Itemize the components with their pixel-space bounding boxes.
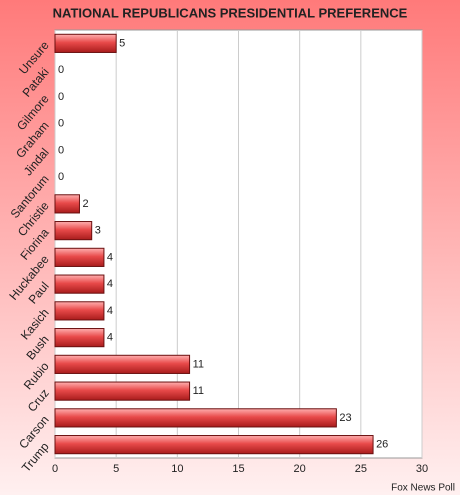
value-label: 2 <box>82 198 88 210</box>
bar <box>54 435 374 455</box>
value-label: 4 <box>107 278 113 290</box>
bar <box>54 408 337 428</box>
value-label: 0 <box>58 64 64 76</box>
value-label: 0 <box>58 144 64 156</box>
x-tick-label: 0 <box>52 463 58 475</box>
value-label: 0 <box>58 118 64 130</box>
bar <box>54 354 191 374</box>
bar <box>54 221 93 241</box>
x-tick-label: 25 <box>355 463 367 475</box>
value-label: 4 <box>107 305 113 317</box>
bar <box>54 301 105 321</box>
bar <box>54 33 117 53</box>
x-tick-label: 10 <box>171 463 183 475</box>
bar <box>54 194 80 214</box>
value-label: 4 <box>107 251 113 263</box>
bar <box>54 274 105 294</box>
value-label: 0 <box>58 91 64 103</box>
value-label: 5 <box>119 37 125 49</box>
x-tick-label: 15 <box>232 463 244 475</box>
value-label: 11 <box>193 358 204 370</box>
value-label: 11 <box>193 385 204 397</box>
value-label: 23 <box>339 412 351 424</box>
x-tick-label: 20 <box>294 463 306 475</box>
source-note: Fox News Poll <box>391 483 455 494</box>
chart-title: NATIONAL REPUBLICANS PRESIDENTIAL PREFER… <box>53 5 408 20</box>
bar <box>54 247 105 267</box>
value-label: 0 <box>58 171 64 183</box>
bar <box>54 381 191 401</box>
x-tick-label: 30 <box>416 463 428 475</box>
x-tick-label: 5 <box>113 463 119 475</box>
value-label: 26 <box>376 439 388 451</box>
bar <box>54 328 105 348</box>
value-label: 3 <box>95 225 101 237</box>
value-label: 4 <box>107 332 113 344</box>
